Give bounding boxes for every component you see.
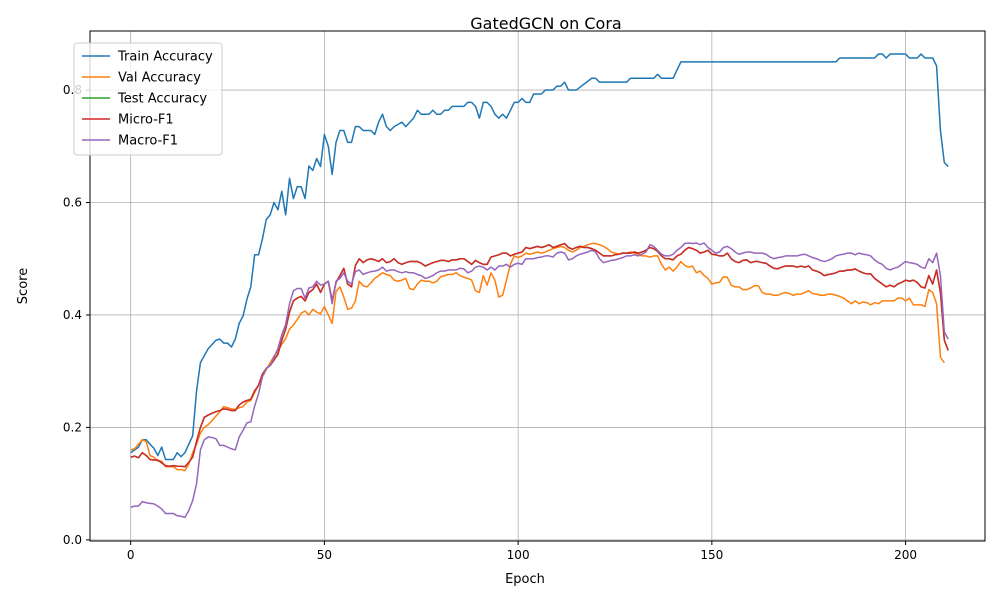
grid — [90, 31, 985, 541]
x-tick-label: 100 — [507, 548, 530, 562]
x-tick-label: 50 — [317, 548, 332, 562]
series-lines — [130, 53, 949, 519]
y-tick-label: 0.0 — [63, 533, 82, 547]
y-tick-label: 0.4 — [63, 308, 82, 322]
x-tick-label: 150 — [700, 548, 723, 562]
x-tick-label: 0 — [127, 548, 135, 562]
legend-box — [73, 42, 223, 156]
legend-label: Val Accuracy — [118, 71, 201, 86]
x-tick-label: 200 — [894, 548, 917, 562]
y-tick-label: 0.2 — [63, 420, 82, 434]
y-axis-label: Score — [16, 268, 31, 304]
plot-frame — [89, 30, 986, 542]
chart-title: GatedGCN on Cora — [470, 14, 621, 33]
legend-label: Micro-F1 — [118, 113, 174, 128]
series-line-train-accuracy — [130, 53, 949, 461]
legend-label: Train Accuracy — [117, 50, 213, 65]
legend-label: Macro-F1 — [118, 134, 178, 149]
y-tick-label: 0.6 — [63, 195, 82, 209]
x-axis-label: Epoch — [505, 572, 545, 587]
legend: Train Accuracy Val Accuracy Test Accuracy M… — [73, 42, 223, 156]
series-line-macro-f1 — [130, 242, 949, 519]
legend-label: Test Accuracy — [117, 92, 207, 107]
